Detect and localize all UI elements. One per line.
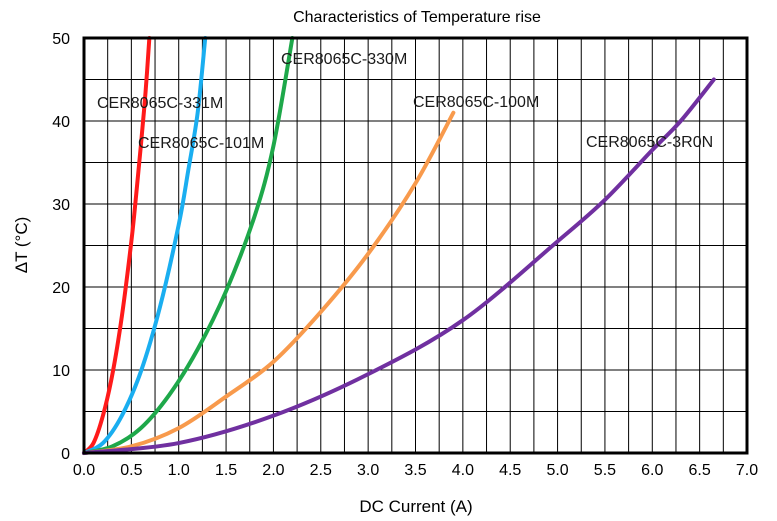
x-tick-label: 1.0 <box>168 462 190 479</box>
y-tick-label: 50 <box>52 31 70 48</box>
x-tick-label: 6.0 <box>641 462 663 479</box>
x-tick-label: 0.5 <box>120 462 142 479</box>
series-lines <box>82 36 716 455</box>
x-tick-label: 4.5 <box>499 462 521 479</box>
series-line-2 <box>82 36 295 455</box>
x-tick-label: 4.0 <box>452 462 474 479</box>
series-label-331m: CER8065C-331M <box>97 95 223 112</box>
x-tick-label: 6.5 <box>689 462 711 479</box>
series-label-330m: CER8065C-330M <box>281 51 407 68</box>
x-tick-label: 0.0 <box>73 462 95 479</box>
y-tick-label: 10 <box>52 363 70 380</box>
y-tick-labels: 0 10 20 30 40 50 <box>52 31 70 463</box>
y-tick-label: 40 <box>52 114 70 131</box>
x-tick-label: 5.5 <box>594 462 616 479</box>
y-tick-label: 30 <box>52 197 70 214</box>
x-tick-label: 7.0 <box>736 462 758 479</box>
plot-area-frame <box>82 36 749 455</box>
series-label-3r0n: CER8065C-3R0N <box>586 134 713 151</box>
y-tick-label: 20 <box>52 280 70 297</box>
series-label-100m: CER8065C-100M <box>413 94 539 111</box>
y-axis-label: ΔT (°C) <box>12 217 31 274</box>
x-tick-label: 5.0 <box>546 462 568 479</box>
series-line-4 <box>82 77 716 455</box>
series-line-3 <box>82 110 456 455</box>
grid <box>84 38 747 453</box>
x-tick-label: 2.0 <box>262 462 284 479</box>
x-axis-label: DC Current (A) <box>359 497 472 516</box>
x-tick-label: 2.5 <box>310 462 332 479</box>
x-tick-label: 1.5 <box>215 462 237 479</box>
series-line-1 <box>82 36 208 455</box>
x-tick-label: 3.0 <box>357 462 379 479</box>
series-label-101m: CER8065C-101M <box>138 135 264 152</box>
y-tick-label: 0 <box>61 446 70 463</box>
x-tick-labels: 0.0 0.5 1.0 1.5 2.0 2.5 3.0 3.5 4.0 4.5 5.0 5.5 6.0 6… <box>73 462 758 479</box>
series-labels: CER8065C-331M CER8065C-101M CER8065C-330… <box>97 51 713 152</box>
chart-title: Characteristics of Temperature rise <box>293 9 541 26</box>
series-line-0 <box>82 36 152 455</box>
x-tick-label: 3.5 <box>404 462 426 479</box>
